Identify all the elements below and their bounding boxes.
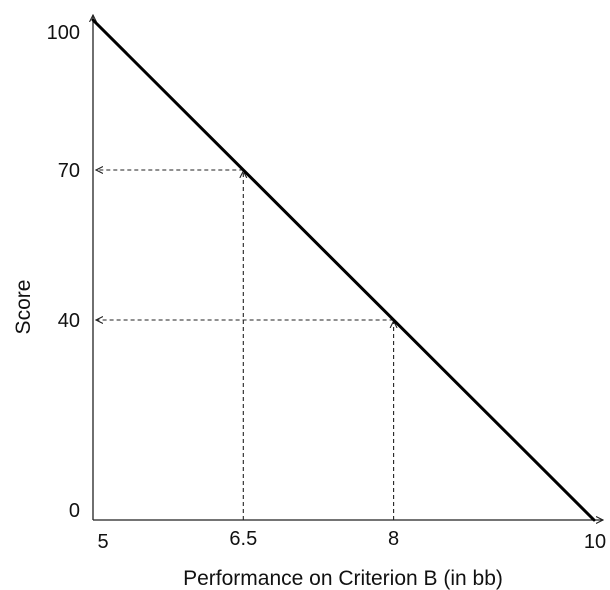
y-tick-label-1: 0 — [69, 500, 80, 522]
y-axis-title: Score — [12, 280, 35, 335]
y-tick-label-2: 40 — [58, 310, 80, 332]
x-tick-label-2: 6.5 — [229, 528, 257, 550]
x-tick-label-4: 10 — [584, 531, 606, 553]
y-tick-label-4: 100 — [47, 22, 80, 44]
x-axis-title: Performance on Criterion B (in bb) — [183, 567, 503, 590]
x-tick-label-3: 8 — [388, 528, 399, 550]
x-tick-label-1: 5 — [97, 531, 108, 553]
y-tick-label-3: 70 — [58, 160, 80, 182]
series-line-1 — [91, 18, 596, 522]
